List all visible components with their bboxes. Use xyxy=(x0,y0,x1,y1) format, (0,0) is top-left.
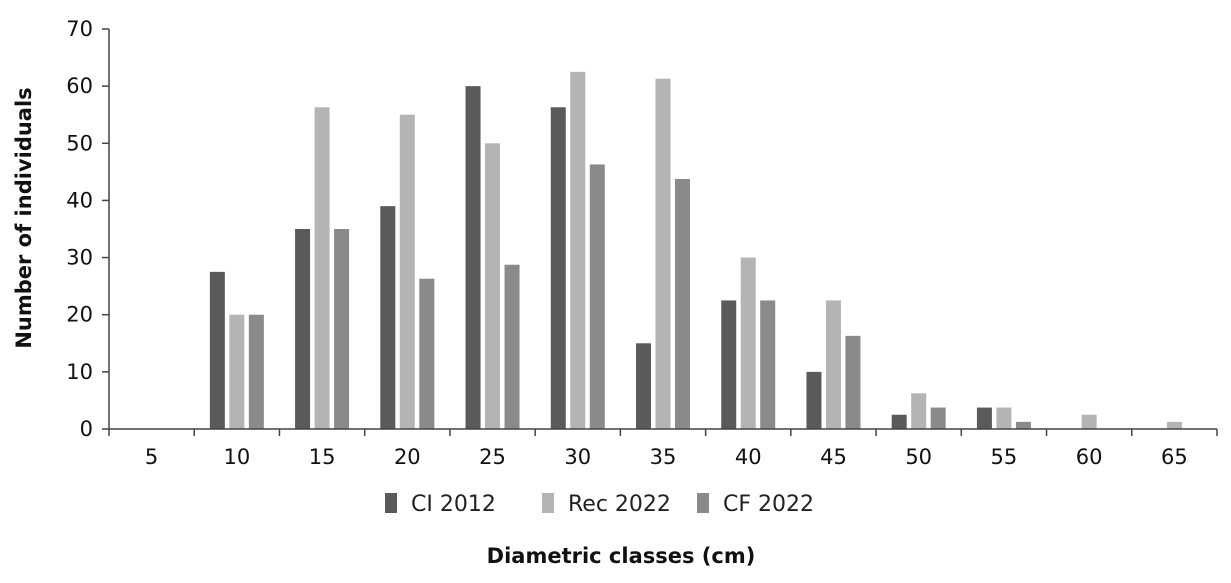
bar-rec-2022 xyxy=(399,114,415,429)
y-tick-label: 10 xyxy=(66,360,93,384)
x-axis-ticks: 5 10 15 20 25 30 35 40 45 50 55 60 65 xyxy=(108,429,1218,469)
bar-ci-2012 xyxy=(806,371,822,429)
x-tick-label: 15 xyxy=(309,445,336,469)
bar-rec-2022 xyxy=(570,71,586,429)
y-tick-label: 60 xyxy=(66,74,93,98)
bar-ci-2012 xyxy=(465,86,481,430)
bar-ci-2012 xyxy=(976,407,992,429)
bar-cf-2022 xyxy=(675,179,690,429)
legend-swatch xyxy=(542,493,554,513)
bar-rec-2022 xyxy=(655,78,671,429)
legend-swatch xyxy=(385,493,397,513)
y-axis-ticks: 0 10 20 30 40 50 60 70 xyxy=(66,17,109,441)
bar-rec-2022 xyxy=(1166,421,1182,429)
bar-rec-2022 xyxy=(1081,414,1097,429)
x-tick-label: 40 xyxy=(735,445,762,469)
x-tick-label: 20 xyxy=(394,445,421,469)
legend-swatch xyxy=(697,493,709,513)
x-tick-label: 25 xyxy=(479,445,506,469)
y-tick-label: 30 xyxy=(66,246,93,270)
y-tick-label: 0 xyxy=(80,417,93,441)
legend-label: Rec 2022 xyxy=(568,492,671,517)
y-tick-label: 40 xyxy=(66,188,93,212)
bar-rec-2022 xyxy=(485,143,501,430)
x-tick-label: 60 xyxy=(1076,445,1103,469)
bar-rec-2022 xyxy=(229,314,245,429)
x-tick-label: 5 xyxy=(145,445,158,469)
bar-rec-2022 xyxy=(996,407,1012,429)
bar-cf-2022 xyxy=(1015,421,1031,429)
bar-cf-2022 xyxy=(504,264,520,429)
legend-label: CI 2012 xyxy=(411,492,496,517)
x-tick-label: 10 xyxy=(223,445,250,469)
bar-cf-2022 xyxy=(845,335,861,429)
bar-rec-2022 xyxy=(911,393,927,429)
bar-rec-2022 xyxy=(314,107,330,430)
x-tick-label: 50 xyxy=(905,445,932,469)
bar-cf-2022 xyxy=(760,300,776,429)
y-axis-title: Number of individuals xyxy=(12,87,36,348)
bar-ci-2012 xyxy=(636,343,651,429)
x-tick-label: 35 xyxy=(650,445,677,469)
bar-ci-2012 xyxy=(721,300,737,429)
bar-ci-2012 xyxy=(891,414,907,429)
bar-cf-2022 xyxy=(589,164,605,429)
bar-cf-2022 xyxy=(419,278,435,429)
bar-ci-2012 xyxy=(550,107,566,430)
y-tick-label: 20 xyxy=(66,303,93,327)
bar-rec-2022 xyxy=(825,300,841,429)
bar-ci-2012 xyxy=(295,229,311,429)
bar-rec-2022 xyxy=(740,257,756,429)
bar-ci-2012 xyxy=(209,271,225,429)
legend: CI 2012 Rec 2022 CF 2022 xyxy=(385,492,814,517)
y-tick-label: 50 xyxy=(66,131,93,155)
bar-cf-2022 xyxy=(930,407,946,429)
x-tick-label: 30 xyxy=(564,445,591,469)
bar-cf-2022 xyxy=(334,229,350,429)
x-tick-label: 55 xyxy=(991,445,1018,469)
x-tick-label: 45 xyxy=(820,445,847,469)
bar-ci-2012 xyxy=(380,206,396,429)
bars xyxy=(209,71,1182,430)
x-tick-label: 65 xyxy=(1161,445,1188,469)
y-tick-label: 70 xyxy=(66,17,93,41)
x-axis-title: Diametric classes (cm) xyxy=(487,544,756,568)
legend-label: CF 2022 xyxy=(723,492,814,517)
bar-cf-2022 xyxy=(248,314,264,429)
